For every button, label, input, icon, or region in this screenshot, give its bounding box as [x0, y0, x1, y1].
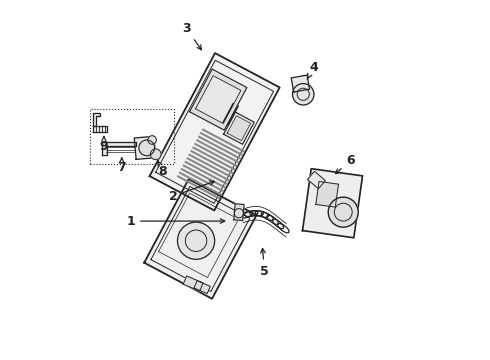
Text: 4: 4 — [307, 61, 318, 79]
Polygon shape — [316, 181, 339, 207]
Text: 7: 7 — [118, 158, 126, 174]
Polygon shape — [144, 179, 256, 299]
Text: 8: 8 — [158, 161, 167, 177]
Polygon shape — [302, 169, 363, 238]
Polygon shape — [234, 204, 244, 221]
Polygon shape — [149, 53, 280, 211]
Polygon shape — [93, 126, 107, 132]
Polygon shape — [227, 116, 251, 141]
Circle shape — [328, 197, 358, 227]
Text: 5: 5 — [260, 248, 269, 278]
Circle shape — [148, 136, 156, 144]
Polygon shape — [190, 69, 247, 130]
Polygon shape — [196, 76, 241, 123]
Text: 9: 9 — [99, 136, 108, 153]
Polygon shape — [102, 143, 136, 155]
Circle shape — [293, 84, 314, 105]
Text: 3: 3 — [182, 22, 201, 50]
Circle shape — [177, 222, 215, 259]
Text: 2: 2 — [169, 181, 214, 203]
Polygon shape — [223, 112, 254, 144]
Polygon shape — [194, 281, 210, 293]
Polygon shape — [93, 113, 100, 126]
Polygon shape — [134, 136, 156, 159]
Polygon shape — [308, 171, 325, 189]
Text: 1: 1 — [126, 215, 225, 228]
Circle shape — [150, 149, 161, 159]
Polygon shape — [291, 75, 310, 92]
Text: 6: 6 — [336, 154, 355, 174]
Circle shape — [139, 140, 155, 156]
Polygon shape — [183, 276, 203, 291]
